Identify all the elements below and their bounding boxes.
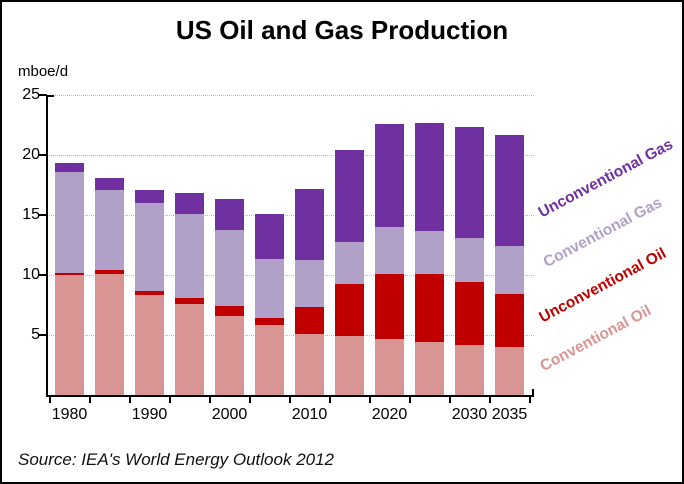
x-axis-tick	[369, 397, 371, 403]
x-axis-tick	[209, 397, 211, 403]
bar-segment	[175, 298, 204, 304]
y-axis-tick-label: 5	[31, 326, 40, 343]
bar-segment	[55, 163, 84, 173]
bar-segment	[495, 245, 524, 294]
source-note: Source: IEA's World Energy Outlook 2012	[18, 450, 335, 469]
y-axis-unit-label: mboe/d	[18, 63, 69, 80]
bar-segment	[95, 269, 124, 275]
bar-segment	[415, 341, 444, 395]
x-axis-tick-label: 2030	[451, 406, 488, 423]
y-axis-tick	[39, 214, 47, 216]
bar-segment	[295, 307, 324, 334]
x-axis-tick-label: 2035	[491, 406, 528, 423]
bar-segment	[215, 315, 244, 395]
bar-segment	[215, 306, 244, 316]
legend-item: Conventional Oil	[537, 302, 655, 375]
bar-segment	[175, 213, 204, 299]
bar-segment	[335, 242, 364, 284]
x-axis-tick	[249, 397, 251, 403]
x-axis-tick	[529, 397, 531, 403]
bar-segment	[495, 347, 524, 395]
bar-segment	[335, 284, 364, 337]
bar-segment	[135, 203, 164, 292]
y-axis-tick-label: 10	[22, 266, 40, 283]
bar-segment	[55, 172, 84, 273]
bar-segment	[295, 333, 324, 395]
y-axis-line	[46, 95, 48, 397]
bar-segment	[55, 272, 84, 275]
x-axis-tick	[449, 397, 451, 403]
gridline	[47, 335, 534, 336]
bar-segment	[375, 227, 404, 274]
bar-segment	[455, 345, 484, 395]
bar-segment	[455, 126, 484, 238]
bar-segment	[255, 325, 284, 395]
y-axis-tick	[39, 154, 47, 156]
bar-segment	[415, 274, 444, 342]
x-axis-tick-label: 2000	[211, 406, 248, 423]
bar-segment	[415, 122, 444, 231]
gridline	[47, 155, 534, 156]
x-axis-tick	[129, 397, 131, 403]
gridline	[47, 215, 534, 216]
bar-segment	[375, 273, 404, 340]
bar-segment	[455, 282, 484, 346]
x-axis-tick	[169, 397, 171, 403]
bar-segment	[95, 189, 124, 270]
bar-segment	[135, 291, 164, 296]
gridline	[47, 275, 534, 276]
y-axis-tick-label: 20	[22, 146, 40, 163]
x-axis-tick	[489, 397, 491, 403]
y-axis-tick-label: 15	[22, 206, 40, 223]
bar-segment	[255, 317, 284, 326]
x-axis-tick-label: 2010	[291, 406, 328, 423]
bar-segment	[495, 134, 524, 246]
x-axis-tick	[329, 397, 331, 403]
y-axis-tick-label: 25	[22, 86, 40, 103]
x-axis-tick	[289, 397, 291, 403]
bar-segment	[255, 214, 284, 259]
bar-segment	[175, 193, 204, 214]
bar-segment	[255, 258, 284, 318]
bar-segment	[135, 190, 164, 203]
y-axis-tick	[39, 274, 47, 276]
bar-segment	[95, 274, 124, 395]
x-axis-tick-label: 1990	[131, 406, 168, 423]
y-axis-tick	[39, 94, 47, 96]
x-axis-line	[46, 395, 534, 397]
gridline	[47, 95, 534, 96]
bar-segment	[175, 303, 204, 395]
bar-segment	[415, 230, 444, 275]
bar-segment	[55, 275, 84, 395]
bar-segment	[375, 339, 404, 395]
bar-segment	[335, 149, 364, 242]
bar-segment	[215, 198, 244, 230]
bar-segment	[335, 336, 364, 395]
bar-segment	[375, 124, 404, 227]
chart-title: US Oil and Gas Production	[175, 15, 509, 45]
bar-segment	[455, 237, 484, 283]
bar-segment	[295, 189, 324, 260]
y-axis-end-cap	[48, 95, 54, 97]
x-axis-tick	[409, 397, 411, 403]
x-axis-tick-label: 2020	[371, 406, 408, 423]
bar-segment	[495, 293, 524, 347]
bar-segment	[95, 177, 124, 190]
bar-segment	[135, 295, 164, 395]
bar-segment	[215, 230, 244, 307]
x-axis-tick	[89, 397, 91, 403]
x-axis-end-cap	[532, 389, 534, 395]
x-axis-tick-label: 1980	[51, 406, 88, 423]
y-axis-tick	[39, 334, 47, 336]
bar-segment	[295, 260, 324, 308]
x-axis-tick	[49, 397, 51, 403]
